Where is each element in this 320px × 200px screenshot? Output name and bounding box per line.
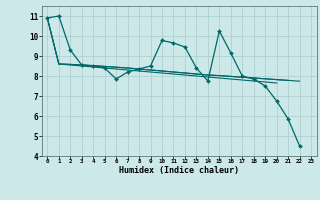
X-axis label: Humidex (Indice chaleur): Humidex (Indice chaleur) — [119, 166, 239, 175]
